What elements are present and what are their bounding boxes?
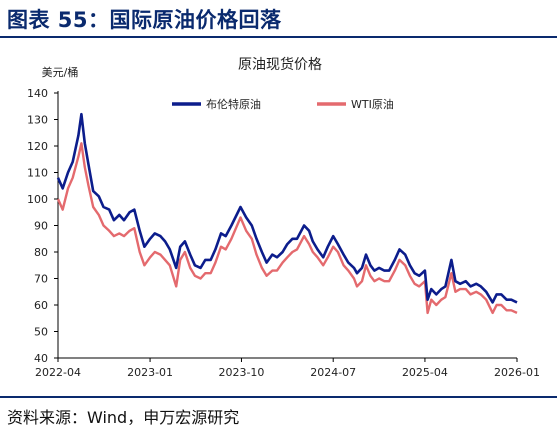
y-tick-label: 70 xyxy=(34,273,48,286)
x-tick-label: 2024-07 xyxy=(310,366,356,379)
plot-area: 40 50 60 70 80 90 100 110 120 130 140 2022-04 2023-0… xyxy=(27,87,540,379)
y-tick-label: 100 xyxy=(27,193,48,206)
x-tick-label: 2023-10 xyxy=(218,366,264,379)
crude-oil-chart: 原油现货价格 美元/桶 布伦特原油 WTI原油 40 50 60 70 80 90 100 11… xyxy=(27,56,540,379)
y-tick-label: 120 xyxy=(27,140,48,153)
title-rule xyxy=(0,36,557,38)
source-rule xyxy=(0,396,557,398)
legend-label: WTI原油 xyxy=(351,97,394,111)
y-tick-label: 110 xyxy=(27,167,48,180)
x-tick-label: 2025-04 xyxy=(402,366,448,379)
y-tick-label: 50 xyxy=(34,326,48,339)
y-axis-label: 美元/桶 xyxy=(42,65,79,79)
chart-title: 原油现货价格 xyxy=(238,56,322,73)
y-tick-label: 130 xyxy=(27,114,48,127)
y-tick-label: 90 xyxy=(34,220,48,233)
figure-title: 图表 55：国际原油价格回落 xyxy=(7,8,282,32)
y-tick-label: 60 xyxy=(34,299,48,312)
x-tick-label: 2026-01 xyxy=(494,366,540,379)
y-tick-label: 40 xyxy=(34,352,48,365)
x-tick-label: 2023-01 xyxy=(127,366,173,379)
y-tick-label: 140 xyxy=(27,87,48,100)
series-line-wti xyxy=(56,142,518,315)
legend-label: 布伦特原油 xyxy=(206,97,261,111)
source-note: 资料来源：Wind，申万宏源研究 xyxy=(7,408,240,427)
series-line-brent xyxy=(56,112,518,304)
legend: 布伦特原油 WTI原油 xyxy=(172,97,394,111)
y-tick-label: 80 xyxy=(34,246,48,259)
x-tick-label: 2022-04 xyxy=(35,366,81,379)
